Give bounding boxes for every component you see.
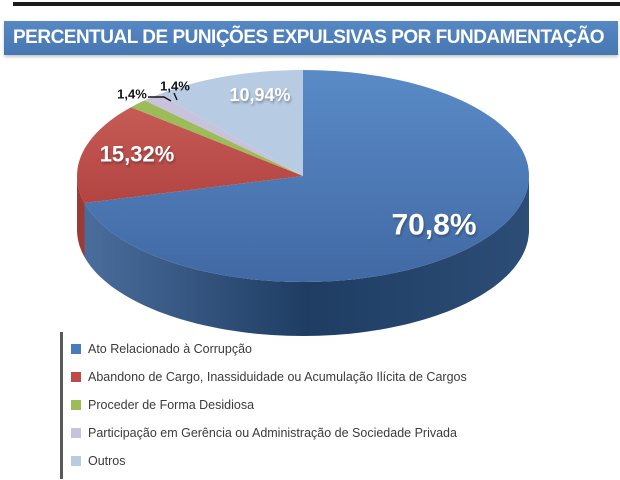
- legend-label-1: Abandono de Cargo, Inassiduidade ou Acum…: [88, 370, 467, 384]
- pie-leader-lines: [148, 92, 178, 102]
- pie-slice-1: [77, 107, 303, 203]
- legend-item-0: Ato Relacionado à Corrupção: [71, 335, 467, 363]
- data-label-0: 70,8%: [391, 209, 476, 242]
- legend-swatch-0: [71, 344, 81, 354]
- leader-line-1: [173, 92, 178, 101]
- leader-line-0: [148, 96, 172, 102]
- chart-legend: Ato Relacionado à Corrupção Abandono de C…: [60, 332, 467, 479]
- pie-top-slices: [77, 70, 529, 282]
- legend-swatch-4: [71, 456, 81, 466]
- data-label-4: 10,94%: [229, 85, 290, 105]
- data-label-3: 1,4%: [160, 79, 190, 94]
- data-label-2: 1,4%: [117, 87, 147, 102]
- pie-side-0: [84, 176, 529, 336]
- legend-label-4: Outros: [88, 454, 126, 468]
- legend-label-0: Ato Relacionado à Corrupção: [88, 342, 252, 356]
- pie-data-labels: 70,8% 15,32% 1,4% 1,4% 10,94%: [100, 79, 477, 242]
- chart-title: PERCENTUAL DE PUNIÇÕES EXPULSIVAS POR FU…: [13, 27, 605, 48]
- legend-item-2: Proceder de Forma Desidiosa: [71, 391, 467, 419]
- pie-slice-4: [159, 70, 303, 176]
- legend-label-3: Participação em Gerência ou Administraçã…: [88, 426, 457, 440]
- top-border-strip: [13, 2, 620, 6]
- pie-slice-0: [84, 70, 529, 282]
- chart-title-bar: PERCENTUAL DE PUNIÇÕES EXPULSIVAS POR FU…: [4, 21, 618, 55]
- pie-side-1: [77, 176, 85, 257]
- legend-swatch-3: [71, 428, 81, 438]
- data-label-1: 15,32%: [100, 142, 175, 167]
- pie-slice-3: [144, 94, 303, 176]
- legend-item-3: Participação em Gerência ou Administraçã…: [71, 419, 467, 447]
- pie-3d-sides: [77, 176, 529, 336]
- legend-swatch-2: [71, 400, 81, 410]
- legend-item-1: Abandono de Cargo, Inassiduidade ou Acum…: [71, 363, 467, 391]
- pie-slice-2: [131, 100, 303, 176]
- legend-label-2: Proceder de Forma Desidiosa: [88, 398, 255, 412]
- legend-swatch-1: [71, 372, 81, 382]
- legend-item-4: Outros: [71, 447, 467, 475]
